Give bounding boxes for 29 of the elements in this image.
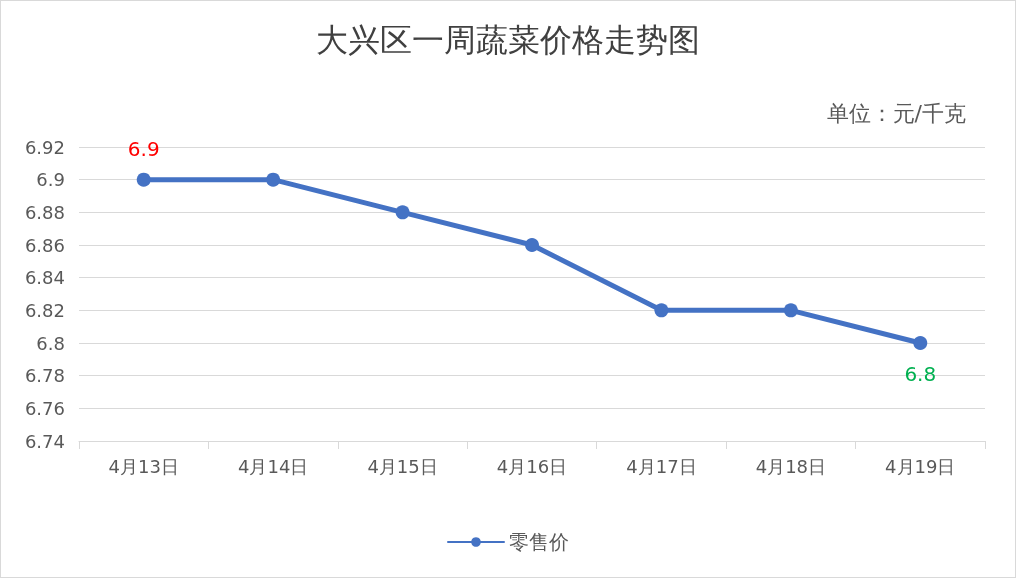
point — [783, 303, 798, 318]
point — [395, 205, 410, 220]
y-tick-label: 6.78 — [24, 365, 65, 387]
point — [654, 303, 669, 318]
x-tick-label: 4月13日 — [108, 455, 179, 477]
data-label: 6.9 — [127, 136, 160, 161]
y-tick-label: 6.88 — [24, 201, 65, 223]
y-tick-label: 6.82 — [24, 299, 65, 321]
point — [136, 172, 151, 187]
y-tick-label: 6.86 — [24, 234, 65, 256]
x-tick-label: 4月18日 — [755, 455, 827, 477]
y-tick-label: 6.84 — [24, 267, 65, 289]
y-tick-label: 6.92 — [24, 136, 65, 158]
y-tick-label: 6.8 — [36, 332, 65, 354]
y-tick-label: 6.76 — [24, 397, 65, 419]
point — [525, 238, 539, 252]
x-tick-label: 4月19日 — [885, 455, 956, 477]
x-tick-label: 4月16日 — [496, 455, 568, 477]
y-tick-label: 6.9 — [36, 169, 65, 191]
chart-subtitle: 单位：元/千克 — [826, 100, 967, 126]
point — [913, 336, 928, 350]
x-tick-label: 4月14日 — [237, 455, 309, 477]
legend-label: 零售价 — [509, 530, 569, 554]
point — [266, 172, 281, 187]
y-tick-label: 6.74 — [24, 430, 65, 452]
x-tick-label: 4月17日 — [626, 455, 697, 477]
data-label: 6.8 — [904, 362, 937, 386]
chart-title: 大兴区一周蔬菜价格走势图 — [316, 21, 700, 59]
x-tick-label: 4月15日 — [367, 455, 438, 477]
